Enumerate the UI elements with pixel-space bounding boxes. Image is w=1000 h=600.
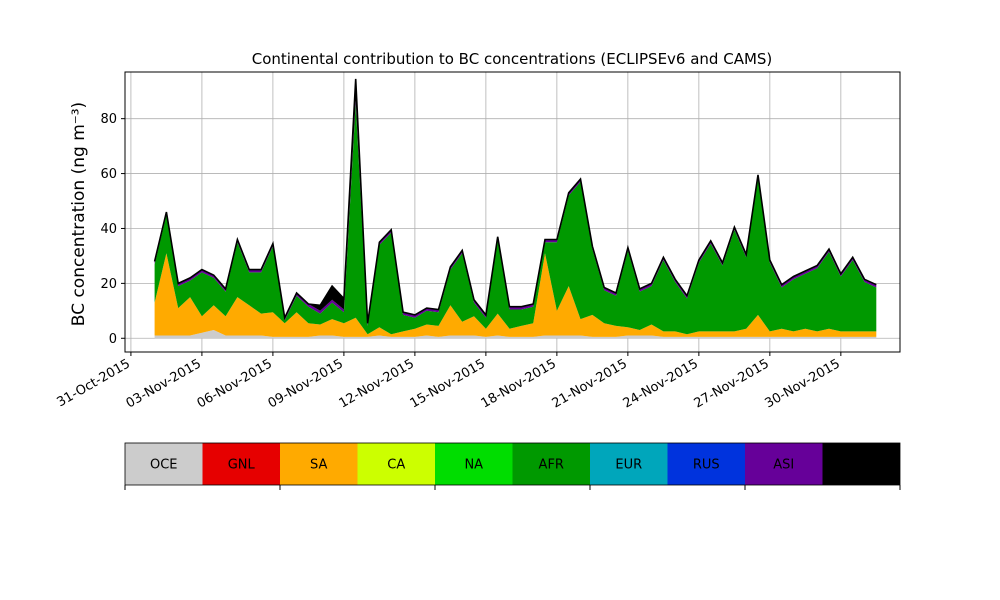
y-axis: 0 20 40 60 80 [100, 112, 125, 347]
legend-label-aus: AUS [848, 458, 875, 473]
legend-swatch-oce [125, 443, 203, 485]
x-tick-label: 24-Nov-2015 [621, 356, 701, 411]
x-tick-label: 12-Nov-2015 [337, 356, 417, 411]
legend-swatch-na [435, 443, 513, 485]
series-area-oce [154, 330, 877, 339]
legend-swatch-sa [280, 443, 358, 485]
chart-title: Continental contribution to BC concentra… [252, 50, 773, 68]
x-tick-label: 30-Nov-2015 [763, 356, 843, 411]
x-tick-label: 18-Nov-2015 [479, 356, 559, 411]
legend-swatch-afr [512, 443, 590, 485]
x-tick-label: 06-Nov-2015 [195, 356, 275, 411]
legend-swatch-rus [667, 443, 745, 485]
total-outline [153, 78, 877, 324]
y-tick-label: 40 [100, 222, 117, 237]
x-tick-label: 03-Nov-2015 [124, 356, 204, 411]
legend-swatch-eur [590, 443, 668, 485]
legend-label-sa: SA [310, 458, 327, 473]
stacked-areas [154, 78, 877, 339]
series-area-sa [154, 253, 877, 337]
x-tick-label: 09-Nov-2015 [266, 356, 346, 411]
legend-swatch-ca [357, 443, 435, 485]
legend-swatch-gnl [202, 443, 280, 485]
legend-swatch-aus [822, 443, 900, 485]
x-axis: 31-Oct-201503-Nov-201506-Nov-201509-Nov-… [55, 352, 843, 412]
y-tick-label: 0 [109, 332, 117, 347]
total-line [153, 78, 877, 324]
legend-label-na: NA [464, 458, 483, 473]
y-tick-label: 20 [100, 277, 117, 292]
series-area-afr [154, 103, 877, 335]
x-tick-label: 15-Nov-2015 [408, 356, 488, 411]
y-tick-label: 80 [100, 112, 117, 127]
legend-label-oce: OCE [150, 458, 178, 473]
legend-swatch-asi [745, 443, 823, 485]
legend-label-rus: RUS [693, 458, 720, 473]
legend-label-gnl: GNL [228, 458, 256, 473]
legend-label-afr: AFR [539, 458, 564, 473]
y-tick-label: 60 [100, 167, 117, 182]
y-axis-label: BC concentration (ng m⁻³) [69, 102, 89, 326]
legend-colorbar: OCE GNL SA CA NA AFR EUR RUS ASI AUS [124, 442, 901, 490]
legend-label-asi: ASI [773, 458, 794, 473]
x-tick-label: 21-Nov-2015 [550, 356, 630, 411]
x-tick-label: 31-Oct-2015 [55, 356, 133, 410]
x-tick-label: 27-Nov-2015 [692, 356, 772, 411]
legend-label-ca: CA [387, 458, 405, 473]
plot-frame [124, 71, 901, 353]
legend-label-eur: EUR [615, 458, 642, 473]
legend-frame [124, 442, 901, 486]
